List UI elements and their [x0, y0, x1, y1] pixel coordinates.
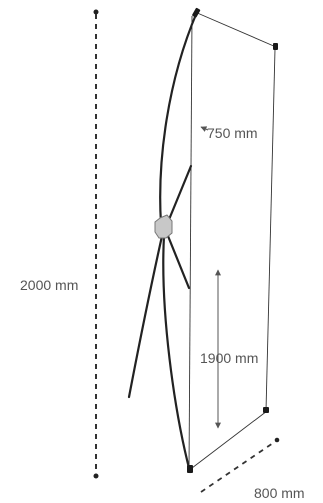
top-width-arrow [200, 126, 209, 132]
lower-long-pole [162, 234, 192, 474]
upper-strut [166, 164, 193, 224]
upper-arc-pole [159, 10, 199, 226]
total-height-dimension [93, 9, 99, 479]
frame-poles [127, 10, 199, 474]
bottom-width-dimension [200, 437, 280, 493]
base-leg [127, 234, 164, 399]
total-height-label: 2000 mm [20, 277, 79, 293]
banner-bottom-edge [191, 410, 268, 469]
height-bottom-dot [93, 473, 99, 479]
clip-bottom-right [263, 407, 269, 413]
hub-connector [154, 214, 173, 239]
top-width-label: 750 mm [207, 125, 258, 141]
banner-panel [188, 11, 277, 471]
banner-top-edge [194, 11, 277, 48]
banner-height-label: 1900 mm [200, 350, 259, 366]
banner-right-edge [265, 48, 276, 412]
bottom-width-label: 800 mm [254, 485, 305, 501]
height-top-dot [93, 9, 99, 15]
clip-bottom-left [187, 465, 193, 473]
clip-top-left [192, 7, 201, 18]
bottom-width-end-dot [274, 437, 280, 443]
lower-strut [166, 234, 191, 290]
corner-clips [187, 7, 278, 473]
banner-left-edge [188, 15, 193, 471]
clip-top-right [273, 43, 278, 50]
